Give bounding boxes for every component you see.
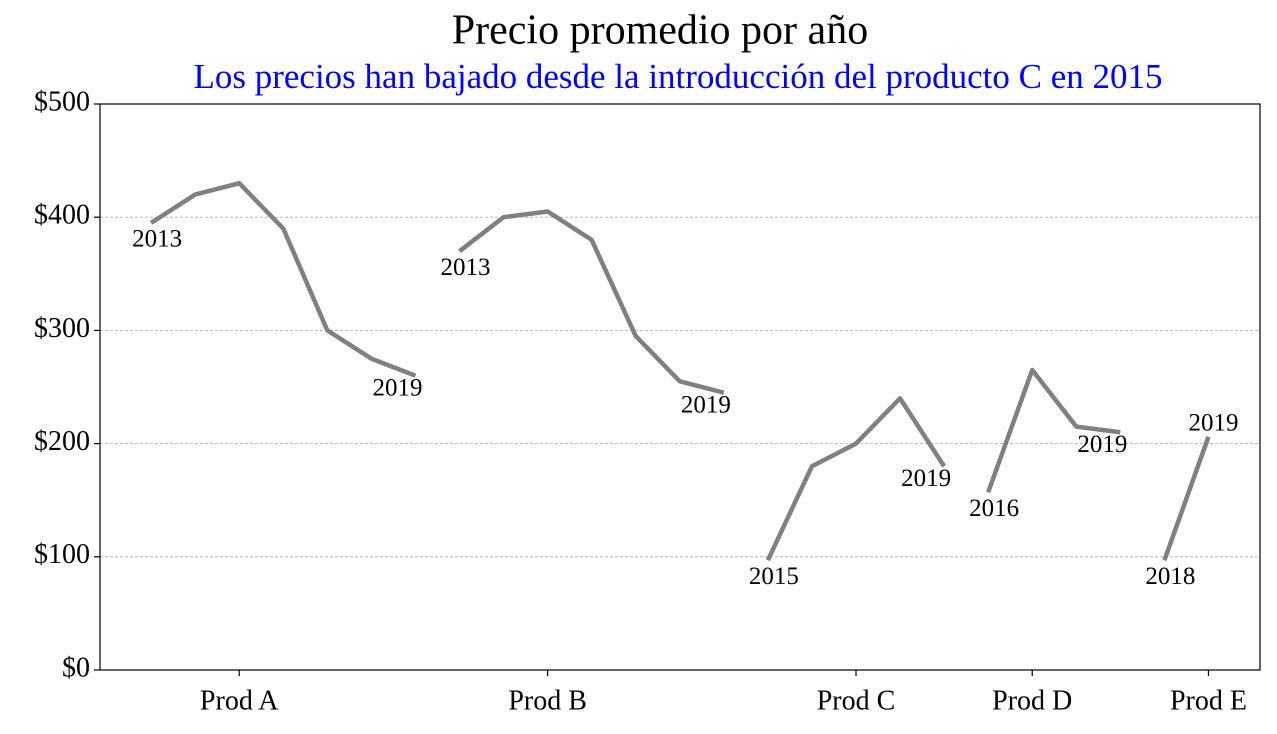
y-tick-label: $200 — [34, 426, 90, 457]
y-tick-label: $0 — [62, 652, 90, 683]
start-label: 2015 — [749, 563, 799, 590]
y-tick-label: $100 — [34, 539, 90, 570]
series-line — [1162, 436, 1211, 561]
x-tick-label: Prod C — [817, 685, 896, 716]
series-line — [458, 209, 725, 395]
series-line — [765, 396, 947, 562]
x-tick-label: Prod A — [200, 685, 279, 716]
start-label: 2018 — [1145, 563, 1195, 590]
plot-frame — [99, 103, 1261, 671]
chart-title: Precio promedio por año — [452, 8, 868, 54]
y-tick-label: $400 — [34, 200, 90, 231]
start-label: 2013 — [132, 226, 182, 253]
x-tick-label: Prod E — [1170, 685, 1247, 716]
series-line — [986, 367, 1121, 494]
end-label: 2019 — [1077, 431, 1127, 458]
y-tick-label: $300 — [34, 313, 90, 344]
y-tick-label: $500 — [34, 86, 90, 117]
start-label: 2016 — [969, 495, 1019, 522]
end-label: 2019 — [372, 374, 422, 401]
end-label: 2019 — [1188, 410, 1238, 437]
end-label: 2019 — [681, 391, 731, 418]
x-tick-label: Prod D — [992, 685, 1072, 716]
x-tick-label: Prod B — [508, 685, 587, 716]
chart-subtitle: Los precios han bajado desde la introduc… — [193, 57, 1162, 96]
start-label: 2013 — [440, 254, 490, 281]
end-label: 2019 — [901, 465, 951, 492]
series-line — [149, 180, 417, 378]
